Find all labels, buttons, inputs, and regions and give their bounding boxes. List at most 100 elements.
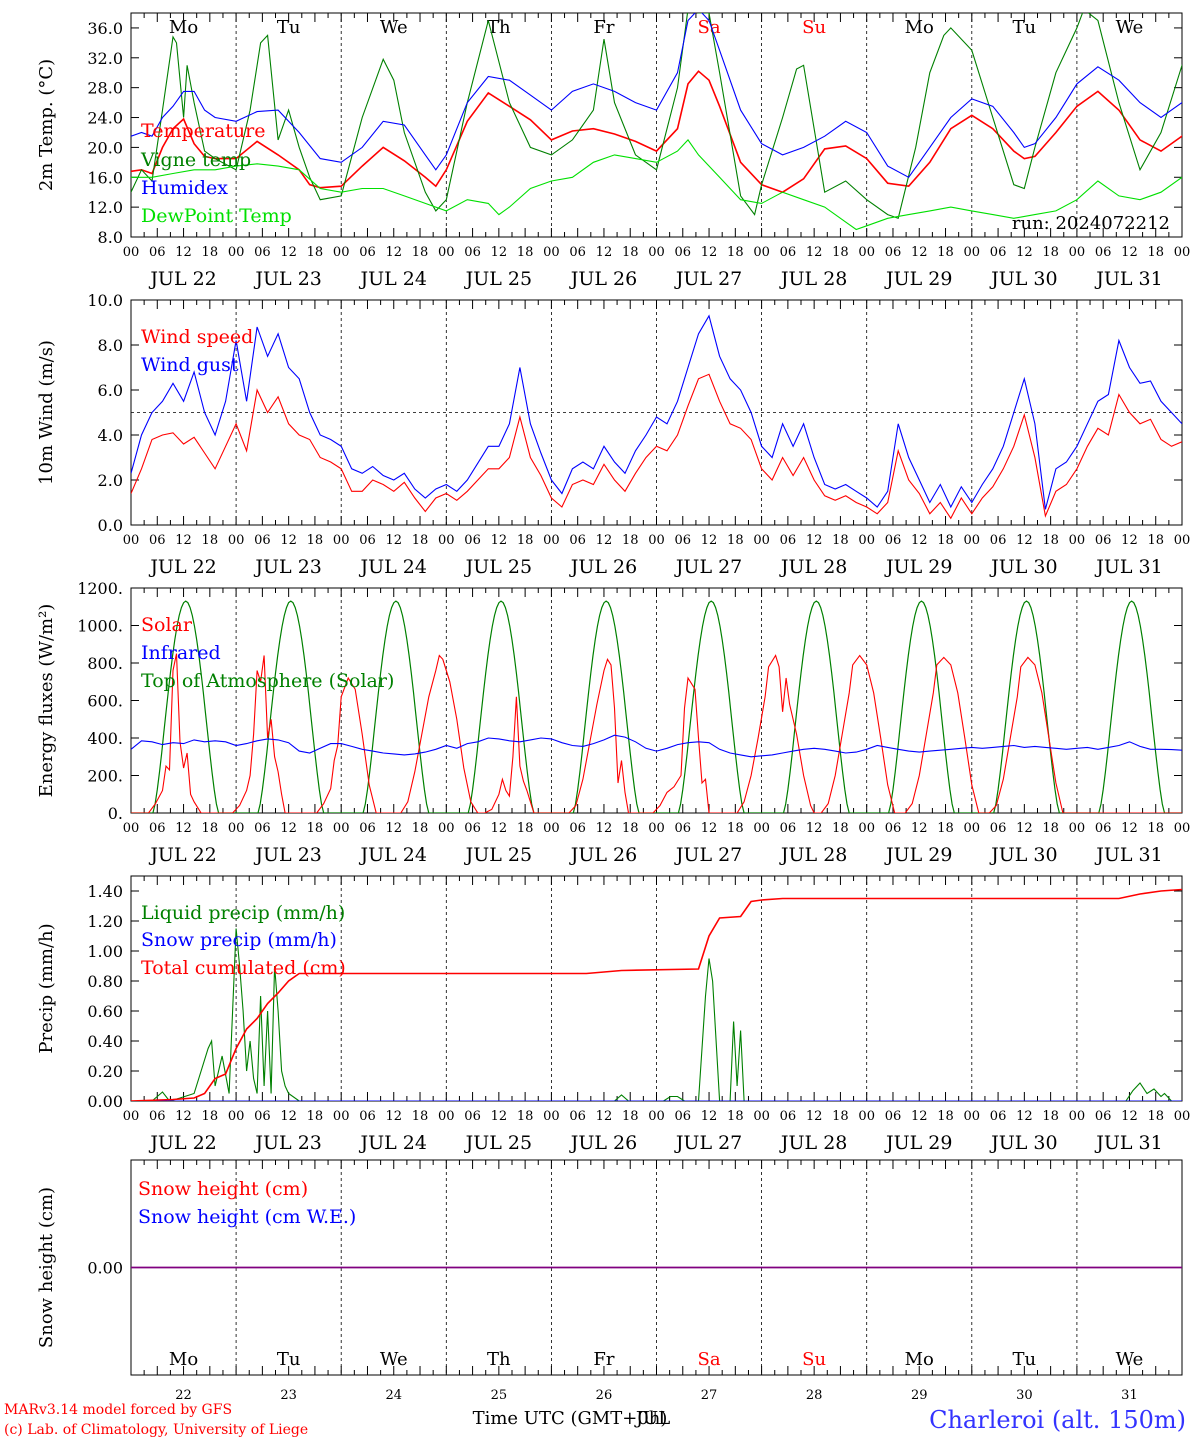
x-hour-label: 18 (307, 533, 324, 548)
x-hour-label: 18 (307, 821, 324, 836)
model-credit: MARv3.14 model forced by GFS (4, 1402, 232, 1418)
series-line-wind-speed (131, 373, 1182, 520)
legend-entry: Liquid precip (mm/h) (141, 902, 345, 924)
x-hour-label: 06 (990, 1109, 1007, 1124)
x-hour-label: 06 (464, 245, 481, 260)
chart-footer: MARv3.14 model forced by GFS (c) Lab. of… (4, 1402, 1186, 1438)
x-hour-label: 06 (569, 533, 586, 548)
x-hour-label: 00 (333, 245, 350, 260)
x-hour-label: 00 (228, 245, 245, 260)
legend-entry: Humidex (141, 177, 228, 199)
x-hour-label: 06 (885, 821, 902, 836)
x-hour-label: 00 (333, 1109, 350, 1124)
y-tick-label: 4.0 (98, 426, 123, 445)
station-name: Charleroi (alt. 150m) (929, 1406, 1186, 1434)
x-date-label: JUL 27 (674, 1132, 742, 1154)
x-hour-label: 06 (464, 1109, 481, 1124)
x-date-label: JUL 29 (884, 556, 952, 578)
x-hour-label: 18 (412, 533, 429, 548)
x-hour-label: 12 (1016, 245, 1033, 260)
y-tick-label: 1000. (77, 617, 123, 636)
x-hour-label: 06 (780, 821, 797, 836)
series-line-total-cumulated-cm (131, 888, 1182, 1101)
x-hour-label: 12 (701, 1109, 718, 1124)
x-hour-label: 12 (1121, 821, 1138, 836)
x-hour-label: 00 (228, 821, 245, 836)
x-hour-label: 06 (569, 821, 586, 836)
y-tick-label: 1.20 (87, 912, 123, 931)
x-date-label: JUL 27 (674, 556, 742, 578)
x-hour-label: 12 (911, 533, 928, 548)
x-date-label: JUL 31 (1094, 556, 1162, 578)
y-tick-label: 32.0 (87, 49, 123, 68)
x-hour-label: 00 (543, 821, 560, 836)
y-tick-label: 0. (108, 804, 123, 823)
x-hour-label: 00 (1069, 1109, 1086, 1124)
x-day-number: 25 (491, 1388, 508, 1403)
x-hour-label: 00 (438, 1109, 455, 1124)
series-line-solar (131, 653, 1182, 813)
x-hour-label: 12 (596, 821, 613, 836)
y-tick-label: 0.0 (98, 516, 123, 535)
x-hour-label: 12 (491, 245, 508, 260)
x-hour-label: 18 (517, 821, 534, 836)
x-date-label: JUL 29 (884, 1132, 952, 1154)
x-hour-label: 12 (596, 245, 613, 260)
x-axis-title: Time UTC (GMT+0h) (473, 1408, 668, 1429)
x-hour-label: 00 (1174, 245, 1191, 260)
y-tick-label: 12.0 (87, 198, 123, 217)
y-tick-label: 1.40 (87, 882, 123, 901)
x-hour-label: 06 (149, 821, 166, 836)
y-tick-label: 0.20 (87, 1062, 123, 1081)
weekday-label: Su (802, 1349, 826, 1370)
x-hour-label: 18 (727, 821, 744, 836)
x-hour-label: 06 (885, 245, 902, 260)
x-date-label: JUL 30 (989, 844, 1057, 866)
x-hour-label: 00 (1174, 533, 1191, 548)
legend-entry: Total cumulated (cm) (141, 957, 346, 979)
x-hour-label: 18 (1042, 245, 1059, 260)
x-hour-label: 18 (1147, 245, 1164, 260)
series-line-liquid-precip-mm-h (131, 928, 1182, 1101)
x-hour-label: 06 (990, 245, 1007, 260)
plot-frame (130, 12, 1183, 238)
y-tick-label: 0.00 (87, 1092, 123, 1111)
y-tick-label: 10.0 (87, 291, 123, 310)
legend-entry: Vigne temp (140, 149, 251, 171)
x-date-label: JUL 27 (674, 268, 742, 290)
panel-energy: 0. 200. 400. 600. 800. 1000. 1200. Energy fluxe… (36, 579, 1190, 866)
x-hour-label: 18 (832, 245, 849, 260)
y-axis-title: 10m Wind (m/s) (36, 340, 57, 485)
weekday-label: Tu (1013, 1349, 1037, 1370)
x-hour-label: 12 (175, 533, 192, 548)
x-hour-label: 18 (622, 533, 639, 548)
x-hour-label: 00 (543, 245, 560, 260)
series-line-wind-gust (131, 314, 1182, 510)
weekday-label: Tu (277, 17, 301, 38)
x-hour-label: 12 (280, 245, 297, 260)
x-date-label: JUL 25 (464, 844, 532, 866)
x-hour-label: 06 (675, 821, 692, 836)
x-date-label: JUL 24 (359, 844, 427, 866)
x-hour-label: 06 (254, 1109, 271, 1124)
x-hour-label: 18 (832, 533, 849, 548)
x-hour-label: 12 (385, 245, 402, 260)
weekday-label: Fr (593, 1349, 614, 1370)
x-hour-label: 06 (780, 245, 797, 260)
x-date-label: JUL 30 (989, 1132, 1057, 1154)
legend-entry: Top of Atmosphere (Solar) (141, 670, 394, 692)
x-hour-label: 18 (202, 821, 219, 836)
y-tick-label: 0.80 (87, 972, 123, 991)
x-date-label: JUL 24 (359, 1132, 427, 1154)
y-axis-title: Energy fluxes (W/m²) (36, 604, 57, 798)
x-hour-label: 18 (727, 245, 744, 260)
legend-entry: Wind speed (141, 326, 253, 348)
x-hour-label: 12 (175, 821, 192, 836)
x-hour-label: 00 (648, 245, 665, 260)
x-date-label: JUL 28 (779, 844, 847, 866)
x-date-label: JUL 29 (884, 268, 952, 290)
x-hour-label: 18 (937, 821, 954, 836)
x-hour-label: 12 (1016, 533, 1033, 548)
x-hour-label: 00 (964, 533, 981, 548)
